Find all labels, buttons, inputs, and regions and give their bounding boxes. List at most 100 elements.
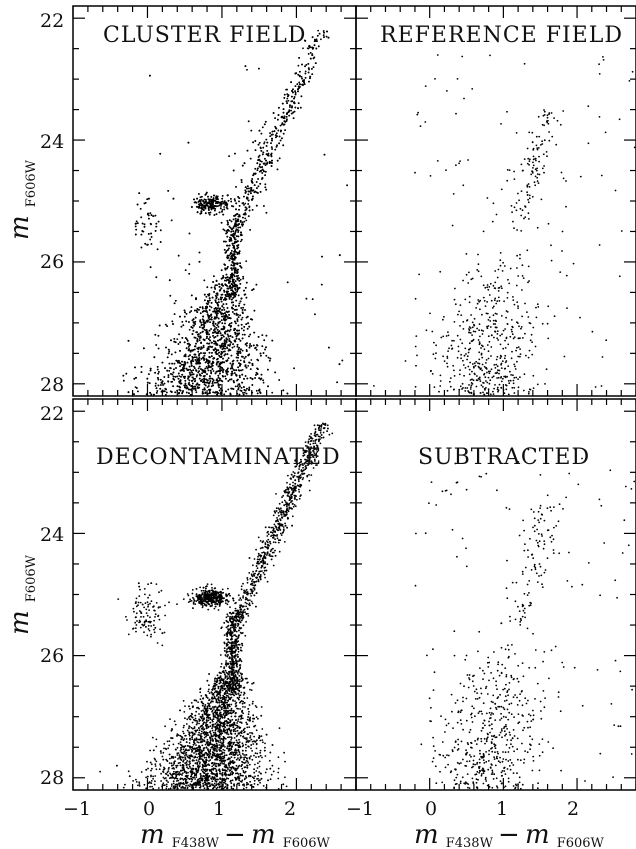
cluster-field-point [136,203,139,206]
cluster-field-point [228,259,231,262]
cluster-field-point [254,377,256,379]
cluster-field-point [205,337,208,339]
cluster-field-point [127,339,130,342]
cluster-field-point [207,317,210,319]
cluster-field-point [259,392,262,394]
cluster-field-point [282,123,285,126]
cluster-field-point [253,309,256,312]
cluster-field-point [239,314,242,317]
cluster-field-point [244,213,247,216]
cluster-field-point [199,196,202,199]
cluster-field-point [191,206,193,208]
cluster-field-point [262,151,265,154]
cluster-field-point [221,197,224,200]
cluster-field-point [242,392,244,394]
cluster-field-point [212,322,214,325]
cluster-field-point [218,204,221,207]
cluster-field-point [215,297,218,300]
cluster-field-point [233,250,236,253]
cluster-field-point [233,285,236,288]
cluster-field-point [168,279,171,282]
cluster-field-point [284,129,286,132]
cluster-field-point [198,354,200,357]
cluster-field-point [244,202,247,205]
cluster-field-point [214,205,217,208]
cluster-field-point [214,336,217,338]
cluster-field-point [253,173,256,175]
cluster-field-point [238,287,241,289]
cluster-field-point [208,315,210,317]
cluster-field-point [220,205,222,207]
cluster-field-point [218,354,221,357]
cluster-field-point [244,209,247,212]
cluster-field-point [202,319,205,322]
cluster-field-point [248,353,251,356]
cluster-field-point [199,320,202,323]
cluster-field-point [222,313,225,315]
cluster-field-point [243,391,246,394]
cluster-field-point [317,29,319,32]
cluster-field-point [228,293,231,295]
cluster-field-point [205,378,208,381]
cluster-field-point [219,311,222,314]
cluster-field-point [240,231,242,234]
cluster-field-point [240,327,243,330]
cluster-field-point [251,362,254,365]
cluster-field-point [235,208,237,211]
cluster-field-point [229,328,232,331]
cluster-field-point [198,377,201,380]
cluster-field-point [248,345,251,347]
cluster-field-point [226,267,228,270]
cluster-field-point [228,338,231,340]
cluster-field-point [192,369,195,372]
cluster-field-point [239,265,242,268]
cluster-field-point [202,344,205,347]
cluster-field-point [231,286,233,289]
cluster-field-point [233,292,236,294]
cluster-field-point [291,105,293,108]
cluster-field-point [222,357,224,360]
cluster-field-point [218,289,221,292]
cluster-field-point [204,207,207,210]
cluster-field-point [201,195,203,198]
cluster-field-point [185,384,188,387]
cluster-field-point [274,148,277,151]
cluster-field-point [194,353,197,356]
cluster-field-point [286,102,288,104]
cluster-field-point [227,221,229,224]
cluster-field-point [255,348,258,351]
cluster-field-point [220,353,223,355]
cluster-field-point [211,362,214,364]
cluster-field-point [243,195,245,198]
cluster-field-point [237,356,240,359]
cluster-field-point [213,291,216,293]
cluster-field-point [208,206,211,209]
cluster-field-point [225,232,228,235]
cluster-field-point [221,293,224,296]
cluster-field-point [191,380,193,382]
cluster-field-point [214,310,217,313]
cluster-field-point [299,86,301,88]
cluster-field-point [197,367,200,370]
cluster-field-point [204,352,206,355]
cluster-field-point [135,387,138,389]
cluster-field-point [220,351,223,353]
cluster-field-point [180,363,183,366]
cluster-field-point [156,368,159,371]
cluster-field-point [194,385,197,388]
cluster-field-point [183,384,186,387]
cluster-field-point [244,206,247,209]
cluster-field-point [219,383,222,386]
cluster-field-point [249,333,252,336]
cluster-field-point [235,202,238,205]
cluster-field-point [173,338,176,340]
cluster-field-point [315,38,318,41]
cluster-field-point [232,205,235,208]
cluster-field-point [190,364,193,367]
cluster-field-point [259,191,262,193]
cluster-field-point [179,341,182,344]
cluster-field-point [208,299,211,302]
cluster-field-point [256,169,259,172]
cluster-field-point [202,356,205,359]
cluster-field-point [258,142,261,144]
